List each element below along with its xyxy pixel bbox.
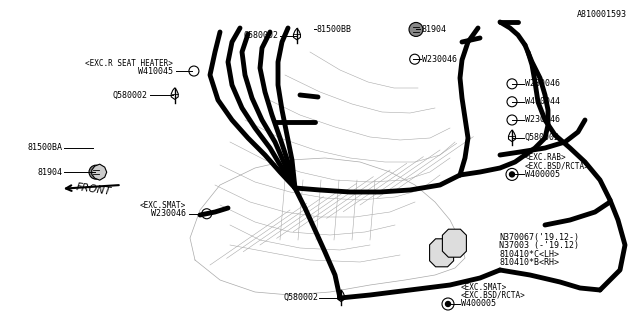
Text: 81904: 81904	[421, 25, 446, 34]
Text: A810001593: A810001593	[577, 10, 627, 19]
Text: Q580002: Q580002	[243, 31, 278, 40]
Text: <EXC.SMAT>: <EXC.SMAT>	[461, 283, 507, 292]
Text: <EXC.R SEAT HEATER>: <EXC.R SEAT HEATER>	[85, 59, 173, 68]
Circle shape	[509, 172, 515, 177]
Polygon shape	[92, 164, 107, 180]
Text: <EXC.BSD/RCTA>: <EXC.BSD/RCTA>	[461, 291, 525, 300]
Text: W400005: W400005	[525, 170, 560, 179]
Text: FRONT: FRONT	[76, 182, 112, 197]
Text: 810410*B<RH>: 810410*B<RH>	[499, 258, 559, 267]
Text: W230046: W230046	[525, 79, 560, 88]
Text: <EXC.BSD/RCTA>: <EXC.BSD/RCTA>	[525, 161, 589, 170]
Text: N37003 (-'19.12): N37003 (-'19.12)	[499, 241, 579, 250]
Text: Q580002: Q580002	[284, 293, 319, 302]
Circle shape	[409, 22, 423, 36]
Polygon shape	[442, 229, 467, 257]
Text: Q580002: Q580002	[525, 133, 560, 142]
Circle shape	[89, 165, 103, 179]
Circle shape	[445, 301, 451, 307]
Text: Q580002: Q580002	[112, 91, 147, 100]
Polygon shape	[429, 239, 454, 267]
Text: 81500BB: 81500BB	[317, 25, 352, 34]
Text: N370067('19.12-): N370067('19.12-)	[499, 233, 579, 242]
Text: <EXC.RAB>: <EXC.RAB>	[525, 153, 566, 162]
Text: W230046: W230046	[150, 209, 186, 218]
Text: 81500BA: 81500BA	[28, 143, 63, 152]
Text: W400005: W400005	[461, 300, 496, 308]
Text: W230046: W230046	[422, 55, 458, 64]
Text: <EXC.SMAT>: <EXC.SMAT>	[140, 201, 186, 210]
Text: W230046: W230046	[525, 116, 560, 124]
Text: 81904: 81904	[38, 168, 63, 177]
Text: 810410*C<LH>: 810410*C<LH>	[499, 250, 559, 259]
Text: W410045: W410045	[138, 67, 173, 76]
Text: W410044: W410044	[525, 97, 560, 106]
